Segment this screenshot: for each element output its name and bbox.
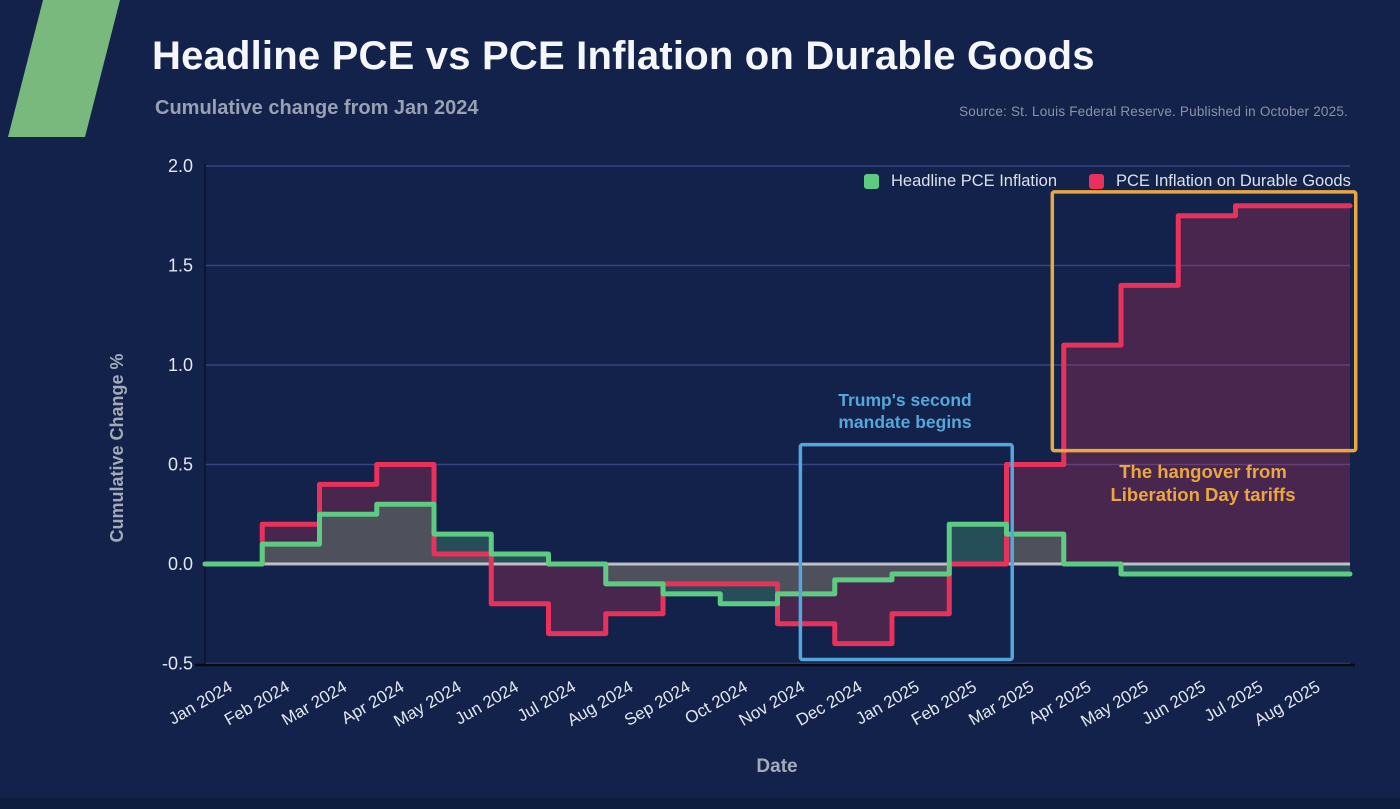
x-tick-label: Aug 2025 xyxy=(1251,677,1324,730)
chart-legend: Headline PCE Inflation PCE Inflation on … xyxy=(864,172,1369,191)
legend-swatch-headline-pce xyxy=(864,174,879,189)
page-title: Headline PCE vs PCE Inflation on Durable… xyxy=(152,34,1095,78)
y-tick-label: 1.5 xyxy=(168,256,193,276)
y-axis-title: Cumulative Change % xyxy=(107,353,127,543)
annotation-box-mandate xyxy=(798,442,1014,662)
source-note: Source: St. Louis Federal Reserve. Publi… xyxy=(959,104,1348,119)
legend-swatch-durable-goods xyxy=(1089,174,1105,189)
legend-item-durable-goods: PCE Inflation on Durable Goods xyxy=(1089,172,1351,191)
y-tick-label: 2.0 xyxy=(168,156,193,176)
annotation-label-tariffs-line2: Liberation Day tariffs xyxy=(1110,484,1296,506)
series-line-headline-pce xyxy=(202,501,1353,607)
x-tick-label: Mar 2024 xyxy=(278,677,350,729)
y-tick-label: 1.0 xyxy=(168,355,193,375)
x-tick-label: Jun 2024 xyxy=(452,677,522,728)
page-subtitle: Cumulative change from Jan 2024 xyxy=(155,97,479,119)
y-tick-label: 0.0 xyxy=(168,554,193,574)
x-tick-label: Sep 2024 xyxy=(621,677,694,730)
legend-label-headline-pce: Headline PCE Inflation xyxy=(891,172,1058,190)
legend-label-durable-goods: PCE Inflation on Durable Goods xyxy=(1116,172,1351,190)
y-tick-label: 0.5 xyxy=(168,455,193,475)
bottom-edge-strip xyxy=(0,798,1400,809)
x-tick-label: Mar 2025 xyxy=(965,677,1037,729)
annotation-label-mandate: Trump's second mandate begins xyxy=(780,390,1030,434)
y-tick-label: -0.5 xyxy=(162,654,193,674)
legend-item-headline-pce: Headline PCE Inflation xyxy=(864,172,1057,191)
annotation-label-mandate-line1: Trump's second xyxy=(838,390,972,410)
x-tick-label: Dec 2024 xyxy=(793,677,866,730)
x-tick-label: Feb 2024 xyxy=(221,677,293,729)
x-axis-title: Date xyxy=(756,756,798,777)
annotation-label-mandate-line2: mandate begins xyxy=(838,411,972,432)
x-tick-label: Feb 2025 xyxy=(908,677,980,729)
brand-parallelogram xyxy=(8,0,120,137)
brand-logo-mark xyxy=(8,0,120,137)
annotation-label-tariffs-line1: The hangover from xyxy=(1119,461,1287,482)
annotation-box-tariffs xyxy=(1050,190,1358,453)
annotation-label-tariffs: The hangover from Liberation Day tariffs xyxy=(1053,460,1353,506)
x-tick-label: Jun 2025 xyxy=(1139,677,1209,728)
